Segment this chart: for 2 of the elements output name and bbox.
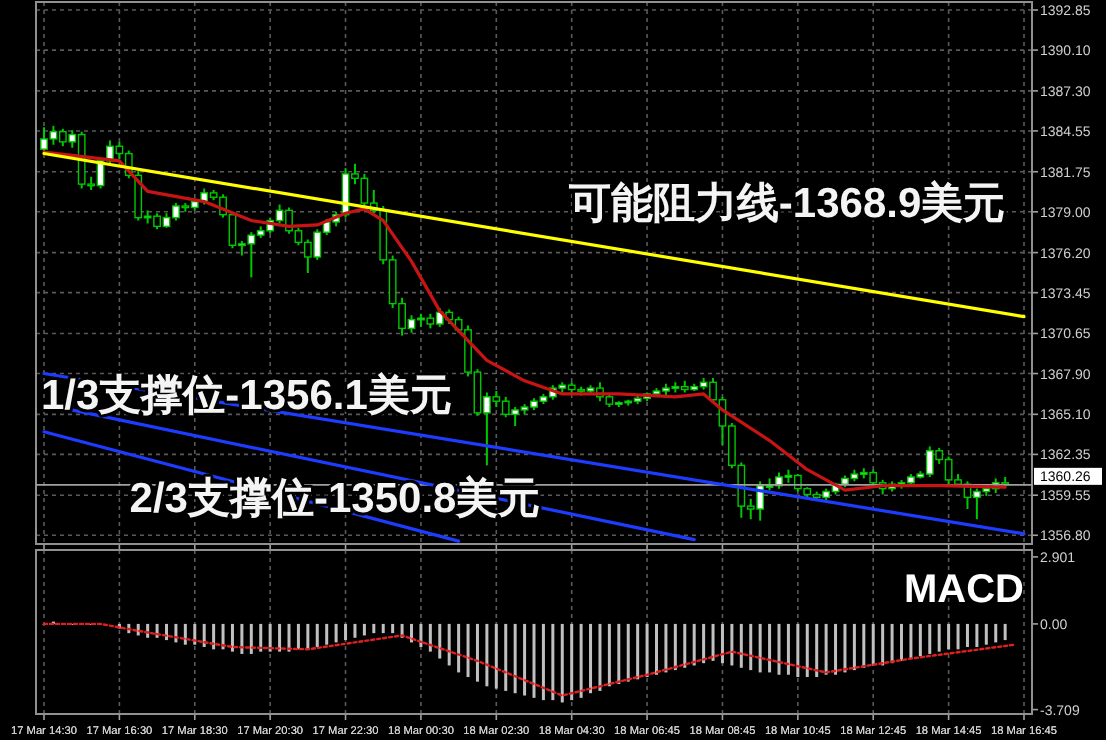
chart-title: MACD (904, 568, 1024, 612)
annotation: 可能阻力线-1368.9美元 (566, 178, 1006, 227)
